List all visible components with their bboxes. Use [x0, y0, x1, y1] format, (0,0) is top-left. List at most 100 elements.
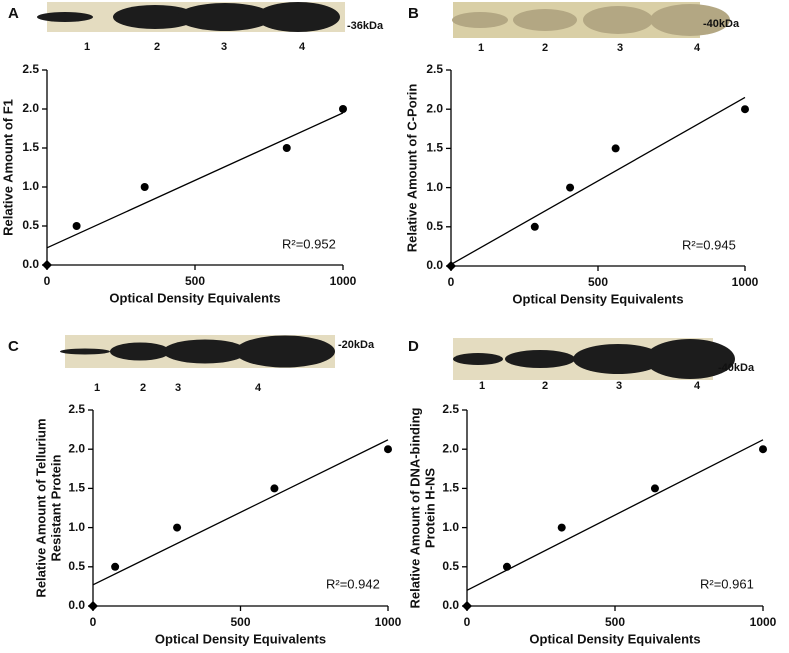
x-tick-label: 0 [464, 615, 471, 629]
x-tick-label: 500 [185, 274, 205, 288]
y-tick-label: 1.5 [68, 481, 85, 495]
y-axis-label: Relative Amount of F1 [0, 99, 15, 236]
lane-label: 3 [221, 41, 227, 53]
blot-band [513, 9, 577, 31]
x-axis-label: Optical Density Equivalents [109, 290, 280, 305]
lane-label: 3 [616, 380, 622, 392]
lane-label: 3 [617, 42, 623, 54]
band-size-label: -40kDa [718, 362, 755, 374]
lane-label: 2 [542, 42, 548, 54]
lane-label: 1 [478, 42, 484, 54]
x-axis-label: Optical Density Equivalents [155, 631, 326, 646]
lane-label: 3 [175, 382, 181, 394]
lane-label: 4 [255, 382, 262, 394]
point [111, 562, 120, 571]
x-axis-label: Optical Density Equivalents [512, 291, 683, 306]
point [339, 105, 347, 113]
lane-label: 1 [479, 380, 485, 392]
blot-band [505, 350, 575, 368]
blot-band [256, 2, 340, 32]
y-tick-label: 1.5 [442, 481, 459, 495]
origin-marker [462, 601, 472, 611]
y-axis-label: Protein H-NS [422, 468, 437, 549]
y-tick-label: 0.5 [68, 559, 85, 573]
point [72, 222, 81, 230]
y-tick-label: 1.0 [22, 179, 39, 193]
y-tick-label: 0.0 [442, 598, 459, 612]
point [611, 144, 620, 153]
x-tick-label: 0 [44, 274, 51, 288]
blot-band [650, 4, 730, 36]
point [530, 222, 539, 231]
lane-label: 2 [154, 41, 160, 53]
point [566, 183, 575, 192]
blot-band [235, 335, 335, 368]
y-tick-label: 2.5 [442, 402, 459, 416]
lane-label: 4 [299, 41, 306, 53]
trendline [466, 439, 764, 591]
point [173, 523, 182, 532]
x-tick-label: 1000 [732, 275, 759, 289]
panel-letter: B [408, 5, 419, 22]
x-tick-label: 1000 [375, 615, 402, 629]
y-tick-label: 0.5 [426, 219, 443, 233]
y-tick-label: 1.5 [426, 141, 443, 155]
y-tick-label: 0.0 [22, 257, 39, 271]
point [557, 523, 566, 532]
x-tick-label: 0 [90, 615, 97, 629]
y-axis-label: Relative Amount of Tellurium [33, 418, 48, 597]
blot-band [583, 6, 653, 34]
band-size-label: -36kDa [347, 20, 384, 32]
x-tick-label: 500 [605, 615, 625, 629]
blot-band [163, 339, 247, 364]
blot-band [573, 344, 663, 374]
lane-label: 4 [694, 42, 701, 54]
y-tick-label: 0.0 [426, 258, 443, 272]
x-tick-label: 1000 [330, 274, 357, 288]
panel-letter: D [408, 338, 419, 355]
blot-band [113, 5, 197, 29]
origin-marker [42, 260, 52, 270]
point [741, 105, 749, 114]
lane-label: 1 [84, 41, 90, 53]
panel-letter: A [8, 5, 19, 22]
point [502, 562, 511, 571]
blot-band [177, 3, 273, 31]
blot-band [110, 342, 170, 361]
y-tick-label: 2.5 [22, 62, 39, 76]
point [140, 183, 149, 191]
trendline [450, 96, 746, 265]
y-tick-label: 2.0 [68, 441, 85, 455]
point [282, 144, 291, 152]
blot-band [645, 339, 735, 379]
trendline [92, 439, 389, 586]
y-tick-label: 1.5 [22, 140, 39, 154]
y-tick-label: 0.5 [442, 559, 459, 573]
r-squared: R²=0.942 [326, 576, 380, 591]
blot-band [37, 12, 93, 22]
y-tick-label: 0.5 [22, 218, 39, 232]
lane-label: 4 [694, 380, 701, 392]
x-tick-label: 0 [448, 275, 455, 289]
point [384, 445, 392, 454]
x-tick-label: 500 [588, 275, 608, 289]
r-squared: R²=0.945 [682, 237, 736, 252]
x-tick-label: 1000 [750, 615, 777, 629]
point [759, 445, 767, 454]
y-axis-label: Relative Amount of C-Porin [404, 84, 419, 253]
panel-letter: C [8, 338, 19, 355]
point [270, 484, 279, 493]
y-axis-label: Resistant Protein [48, 454, 63, 561]
y-tick-label: 1.0 [442, 520, 459, 534]
blot-band [60, 348, 110, 355]
trendline [46, 112, 344, 249]
point [650, 484, 659, 493]
x-tick-label: 500 [230, 615, 250, 629]
blot-band [453, 353, 503, 365]
blot-band [452, 12, 508, 28]
y-tick-label: 2.5 [426, 62, 443, 76]
y-tick-label: 2.5 [68, 402, 85, 416]
x-axis-label: Optical Density Equivalents [529, 631, 700, 646]
band-size-label: -40kDa [703, 18, 740, 30]
